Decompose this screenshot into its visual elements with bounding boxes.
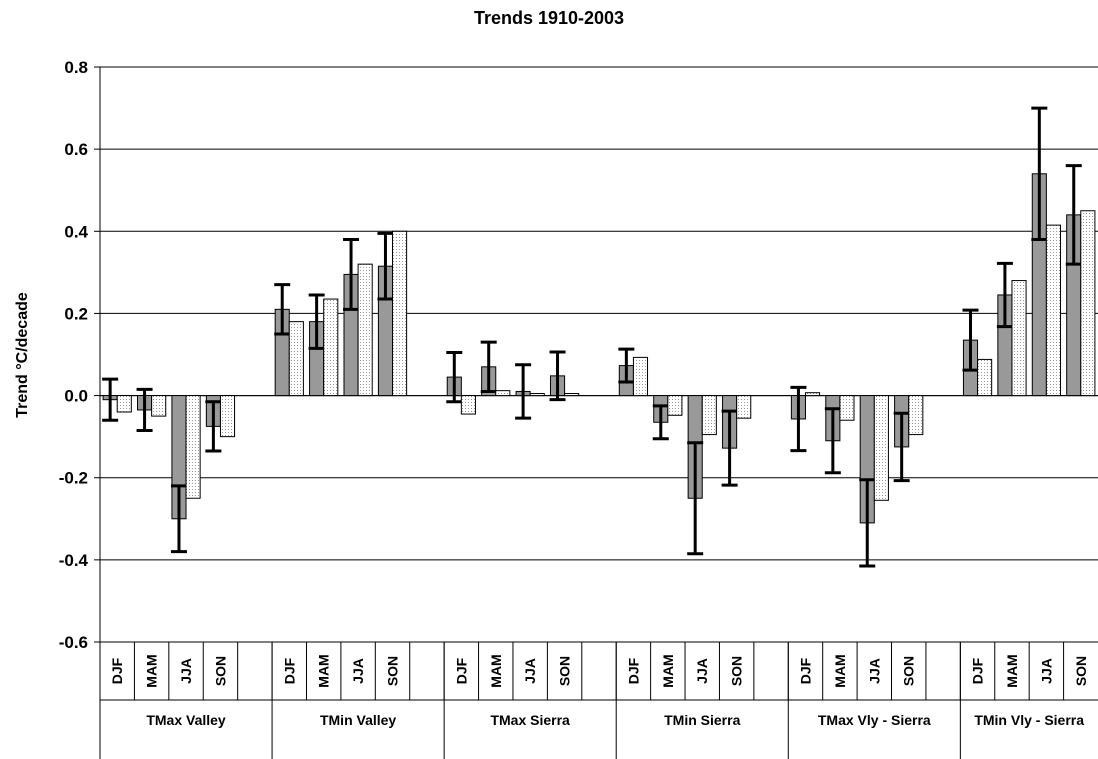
bar — [736, 395, 752, 419]
bar — [1045, 224, 1061, 397]
x-tick-label: DJF — [797, 657, 813, 684]
bar — [323, 298, 339, 397]
x-tick-label: DJF — [625, 657, 641, 684]
bar — [1080, 210, 1096, 397]
x-tick-label: JJA — [522, 658, 538, 684]
y-tick-label: 0.0 — [64, 387, 88, 406]
y-tick-label: -0.2 — [59, 469, 88, 488]
x-tick-label: DJF — [970, 657, 986, 684]
bar — [357, 263, 373, 397]
bar — [839, 395, 855, 421]
y-tick-label: -0.6 — [59, 633, 88, 652]
group-label: TMin Vly - Sierra — [974, 712, 1085, 728]
x-tick-label: DJF — [109, 657, 125, 684]
x-tick-label: SON — [1073, 656, 1089, 686]
bar — [288, 321, 304, 397]
x-tick-label: SON — [729, 656, 745, 686]
y-tick-label: 0.4 — [64, 222, 88, 241]
bar — [529, 393, 545, 397]
group-label: TMax Vly - Sierra — [817, 712, 931, 728]
x-tick-label: SON — [901, 656, 917, 686]
bar — [873, 395, 889, 501]
x-tick-label: JJA — [178, 658, 194, 684]
x-tick-label: MAM — [144, 654, 160, 687]
y-tick-label: 0.2 — [64, 304, 88, 323]
bar — [460, 395, 476, 415]
x-tick-label: JJA — [866, 658, 882, 684]
group-label: TMax Valley — [146, 712, 226, 728]
y-tick-label: 0.6 — [64, 140, 88, 159]
x-tick-label: DJF — [453, 657, 469, 684]
group-label: TMin Sierra — [664, 712, 741, 728]
x-tick-label: JJA — [694, 658, 710, 684]
x-tick-label: SON — [385, 656, 401, 686]
x-tick-label: SON — [557, 656, 573, 686]
bar — [632, 356, 649, 397]
bar — [667, 395, 683, 416]
x-tick-label: JJA — [350, 658, 366, 684]
bar — [908, 395, 924, 436]
x-tick-label: JJA — [1038, 658, 1054, 684]
x-tick-label: SON — [212, 656, 228, 686]
x-tick-label: MAM — [660, 654, 676, 687]
y-tick-label: -0.4 — [59, 551, 89, 570]
bar — [564, 393, 580, 397]
bar — [1011, 280, 1027, 397]
x-tick-label: MAM — [832, 654, 848, 687]
bar — [219, 395, 236, 438]
y-axis-label: Trend °C/decade — [14, 292, 31, 418]
x-tick-label: MAM — [1004, 654, 1020, 687]
group-label: TMin Valley — [319, 712, 397, 728]
group-label: TMax Sierra — [490, 712, 570, 728]
bar — [116, 395, 132, 413]
bar — [151, 395, 167, 417]
bar — [495, 390, 511, 397]
bar — [804, 392, 821, 397]
chart-title: Trends 1910-2003 — [474, 8, 624, 28]
x-tick-label: MAM — [488, 654, 504, 687]
x-tick-label: MAM — [316, 654, 332, 687]
bar — [185, 395, 201, 499]
y-tick-label: 0.8 — [64, 58, 88, 77]
bar — [392, 230, 408, 397]
x-tick-label: DJF — [281, 657, 297, 684]
bar — [977, 358, 993, 397]
bar — [701, 395, 717, 436]
